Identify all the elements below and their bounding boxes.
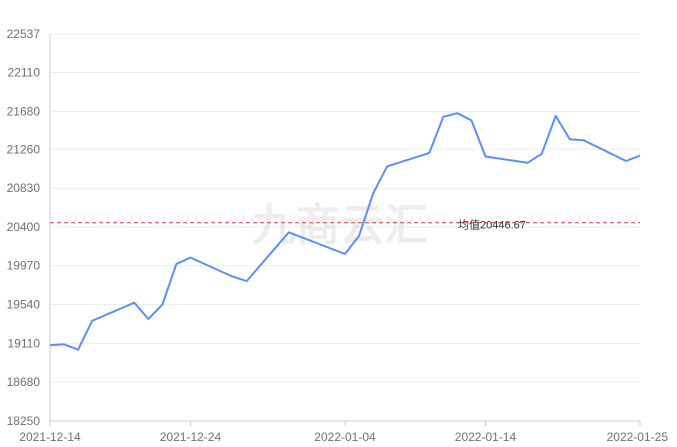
data-point	[288, 231, 290, 233]
data-point	[442, 116, 444, 118]
data-point	[456, 112, 458, 114]
x-tick-label: 2022-01-25	[607, 430, 669, 444]
data-point	[583, 139, 585, 141]
data-point	[49, 344, 51, 346]
data-point	[91, 320, 93, 322]
data-point	[625, 160, 627, 162]
data-point	[190, 257, 192, 259]
data-point	[569, 138, 571, 140]
data-point	[639, 155, 641, 157]
average-line-group: 均值20446.67	[50, 219, 640, 232]
data-point	[428, 152, 430, 154]
y-tick-label: 21680	[7, 104, 41, 118]
data-point	[147, 318, 149, 320]
x-tick-label: 2022-01-14	[455, 430, 517, 444]
data-point	[470, 119, 472, 121]
data-point	[372, 193, 374, 195]
average-label: 均值20446.67	[458, 219, 526, 232]
series-group	[49, 112, 641, 351]
data-point	[555, 115, 557, 117]
data-point	[133, 302, 135, 304]
data-point	[344, 253, 346, 255]
data-point	[175, 263, 177, 265]
y-tick-label: 20830	[7, 181, 41, 195]
x-tick-label: 2021-12-14	[19, 430, 81, 444]
data-point	[527, 162, 529, 164]
x-tick-label: 2021-12-24	[160, 430, 222, 444]
data-point	[77, 349, 79, 351]
data-point	[386, 165, 388, 167]
y-tick-label: 18250	[7, 414, 41, 428]
data-point	[541, 153, 543, 155]
data-point	[485, 156, 487, 158]
data-point	[358, 235, 360, 237]
y-tick-label: 21260	[7, 142, 41, 156]
axes: 18250 18680 19110 19540 19970 20400 20830 21260…	[7, 27, 669, 444]
y-tick-label: 20400	[7, 220, 41, 234]
data-point	[246, 280, 248, 282]
watermark: 九商云汇	[252, 200, 428, 251]
series-line	[49, 112, 641, 351]
y-tick-label: 22110	[8, 66, 41, 80]
grid-lines	[50, 33, 640, 383]
y-tick-label: 18680	[7, 375, 41, 389]
data-point	[63, 343, 65, 345]
y-tick-label: 19110	[8, 336, 41, 350]
y-tick-label: 22537	[7, 27, 41, 41]
y-tick-label: 19540	[7, 298, 41, 312]
data-point	[161, 304, 163, 306]
y-tick-label: 19970	[7, 259, 41, 273]
data-point	[232, 276, 234, 278]
x-tick-label: 2022-01-04	[314, 430, 376, 444]
